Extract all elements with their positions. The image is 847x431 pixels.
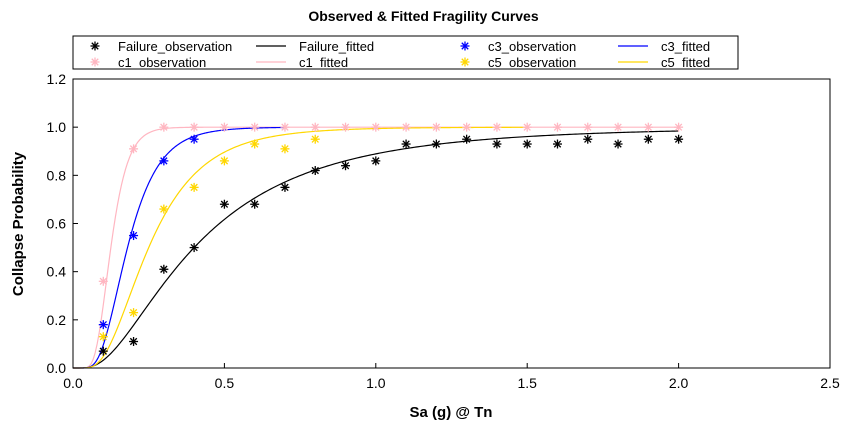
c3-observation-point — [159, 156, 169, 166]
legend-label: c3_fitted — [661, 39, 710, 54]
x-tick-label: 1.5 — [517, 375, 537, 391]
legend-item: Failure_fitted — [256, 39, 374, 54]
legend-item: c3_observation — [460, 39, 576, 54]
Failure-observation-point — [613, 139, 623, 149]
c5-observation-point — [219, 156, 229, 166]
Failure-observation-point — [310, 166, 320, 176]
c1-observation-point — [492, 122, 502, 132]
legend-marker — [90, 57, 100, 67]
legend-label: c3_observation — [488, 39, 576, 54]
legend-marker — [90, 41, 100, 51]
c1-observation-point — [98, 276, 108, 286]
y-tick-label: 0.6 — [47, 216, 67, 232]
c3-observation-point — [189, 134, 199, 144]
c1-observation-point — [583, 122, 593, 132]
c1-observation-point — [643, 122, 653, 132]
Failure-observation-point — [643, 134, 653, 144]
c3-fitted-line — [73, 126, 285, 369]
legend: Failure_observation Failure_fitted c1_obse… — [72, 35, 739, 70]
x-tick-label: 0.0 — [63, 375, 83, 391]
c5-observation-point — [280, 144, 290, 154]
Failure-observation-point — [583, 134, 593, 144]
legend-label: Failure_observation — [118, 39, 232, 54]
Failure-observation-point — [159, 264, 169, 274]
c3-observation-point — [98, 320, 108, 330]
axes: 0.0 0.5 1.0 1.5 2.0 2.5 0.0 0.2 0.4 0.6 0.8 1.0 1.2 — [47, 71, 840, 391]
c1-observation-point — [280, 122, 290, 132]
y-tick-label: 0.0 — [47, 360, 67, 376]
chart-title: Observed & Fitted Fragility Curves — [308, 8, 539, 24]
legend-marker — [460, 41, 470, 51]
legend-marker — [460, 57, 470, 67]
c1-observation-point — [401, 122, 411, 132]
Failure-observation-point — [250, 199, 260, 209]
c5-fitted-line — [73, 126, 528, 369]
c1-observation-point — [219, 122, 229, 132]
c1-observation-point — [341, 122, 351, 132]
plot-area — [72, 78, 831, 369]
c1-observation-point — [310, 122, 320, 132]
c1-observation-point — [189, 122, 199, 132]
legend-item: c3_fitted — [618, 39, 710, 54]
Failure-observation-point — [552, 139, 562, 149]
c1-observation-point — [371, 122, 381, 132]
Failure-observation-point — [431, 139, 441, 149]
legend-label: c1_observation — [118, 55, 206, 70]
c1-observation-point — [552, 122, 562, 132]
Failure-observation-point — [462, 134, 472, 144]
c1-observation-point — [462, 122, 472, 132]
Failure-observation-point — [189, 243, 199, 253]
y-tick-label: 0.8 — [47, 167, 67, 183]
y-axis-title: Collapse Probability — [10, 151, 27, 296]
c5-observation-point — [129, 308, 139, 318]
c1-observation-point — [129, 144, 139, 154]
Failure-observation-point — [129, 337, 139, 347]
Failure-observation-point — [674, 134, 684, 144]
c3-observation-point — [129, 231, 139, 241]
legend-label: c5_observation — [488, 55, 576, 70]
legend-item: c5_fitted — [618, 55, 710, 70]
legend-item: c1_observation — [90, 55, 206, 70]
c1-observation-point — [431, 122, 441, 132]
c5-observation-point — [159, 204, 169, 214]
c1-observation-point — [250, 122, 260, 132]
x-axis-title: Sa (g) @ Tn — [410, 404, 493, 421]
x-tick-label: 0.5 — [215, 375, 235, 391]
c5-observation-point — [189, 182, 199, 192]
y-tick-label: 0.4 — [47, 264, 67, 280]
observation-points — [98, 122, 684, 356]
x-tick-label: 2.0 — [669, 375, 689, 391]
Failure-observation-point — [371, 156, 381, 166]
legend-item: c1_fitted — [256, 55, 348, 70]
Failure-fitted-line — [73, 130, 679, 369]
Failure-observation-point — [401, 139, 411, 149]
legend-label: c1_fitted — [299, 55, 348, 70]
c1-observation-point — [674, 122, 684, 132]
c5-observation-point — [98, 332, 108, 342]
legend-label: c5_fitted — [661, 55, 710, 70]
Failure-observation-point — [219, 199, 229, 209]
c1-observation-point — [522, 122, 532, 132]
c1-observation-point — [159, 122, 169, 132]
x-tick-label: 2.5 — [820, 375, 840, 391]
legend-box — [72, 35, 739, 70]
c1-observation-point — [613, 122, 623, 132]
Failure-observation-point — [98, 346, 108, 356]
legend-item: c5_observation — [460, 55, 576, 70]
c5-observation-point — [250, 139, 260, 149]
x-tick-label: 1.0 — [366, 375, 386, 391]
legend-label: Failure_fitted — [299, 39, 374, 54]
y-tick-label: 1.2 — [47, 71, 67, 87]
legend-item: Failure_observation — [90, 39, 232, 54]
Failure-observation-point — [280, 182, 290, 192]
Failure-observation-point — [341, 161, 351, 171]
Failure-observation-point — [522, 139, 532, 149]
y-tick-label: 0.2 — [47, 312, 67, 328]
y-tick-label: 1.0 — [47, 119, 67, 135]
c5-observation-point — [310, 134, 320, 144]
Failure-observation-point — [492, 139, 502, 149]
